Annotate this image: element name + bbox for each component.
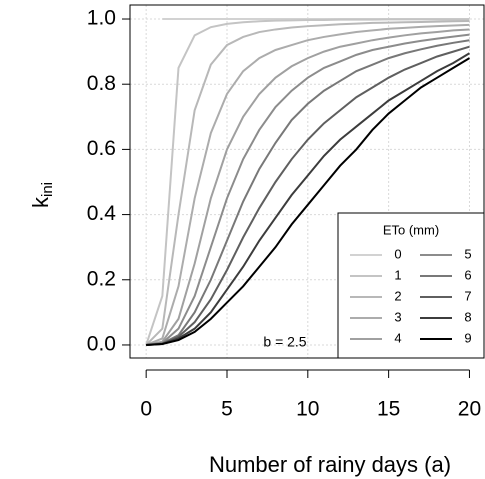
y-tick-label: 0.6	[87, 137, 116, 160]
y-tick-label: 0.2	[87, 267, 116, 290]
x-tick-label: 20	[458, 398, 481, 421]
y-tick-label: 1.0	[87, 7, 116, 30]
series-line	[145, 28, 470, 346]
legend-label: 0	[394, 246, 401, 261]
y-tick-label: 0.0	[87, 333, 116, 356]
y-tick-label: 0.8	[87, 72, 116, 95]
series-line	[145, 23, 470, 346]
y-label-main: k	[28, 196, 53, 208]
y-axis-label: kini	[28, 182, 56, 208]
series-line	[146, 39, 470, 346]
legend-title: ETo (mm)	[383, 222, 439, 237]
x-tick-label: 10	[296, 398, 319, 421]
legend-label: 5	[464, 246, 471, 261]
legend-label: 7	[464, 288, 471, 303]
legend-label: 1	[394, 267, 401, 282]
legend-label: 6	[464, 267, 471, 282]
legend-box	[337, 212, 485, 359]
legend-label: 3	[394, 309, 401, 324]
x-tick-label: 15	[377, 398, 400, 421]
y-label-sub: ini	[39, 182, 56, 197]
y-tick-label: 0.4	[87, 202, 117, 225]
x-axis-label: Number of rainy days (a)	[209, 452, 451, 477]
legend-label: 8	[464, 309, 471, 324]
plot-frame	[129, 4, 485, 359]
x-tick-label: 5	[221, 398, 233, 421]
legend-label: 9	[464, 330, 471, 345]
x-tick-label: 0	[140, 398, 152, 421]
series-line	[146, 57, 470, 346]
series-line	[145, 19, 470, 346]
series-line	[145, 18, 470, 346]
series-line	[146, 52, 470, 346]
series-line	[146, 33, 470, 346]
series-line	[146, 45, 470, 346]
legend-label: 4	[394, 330, 401, 345]
legend-label: 2	[394, 288, 401, 303]
annotation: b = 2.5	[263, 334, 306, 350]
